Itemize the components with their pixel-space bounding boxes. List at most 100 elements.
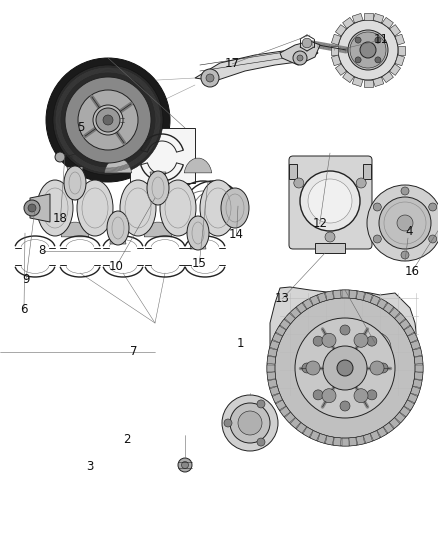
Polygon shape — [144, 222, 172, 237]
Polygon shape — [336, 25, 346, 36]
Text: 2: 2 — [123, 433, 131, 446]
Ellipse shape — [64, 166, 86, 200]
Text: 13: 13 — [275, 292, 290, 305]
Polygon shape — [377, 427, 387, 437]
Circle shape — [295, 318, 395, 418]
Circle shape — [429, 235, 437, 243]
Polygon shape — [389, 418, 400, 429]
Polygon shape — [67, 167, 83, 220]
Ellipse shape — [160, 180, 196, 236]
Circle shape — [65, 77, 151, 163]
Polygon shape — [310, 295, 320, 305]
Circle shape — [373, 203, 381, 211]
Polygon shape — [110, 196, 126, 244]
Bar — [363, 164, 371, 179]
Polygon shape — [290, 308, 301, 318]
Circle shape — [28, 204, 36, 212]
Circle shape — [300, 171, 360, 231]
Text: 5: 5 — [78, 122, 85, 134]
Polygon shape — [414, 357, 423, 364]
Ellipse shape — [120, 180, 156, 236]
Polygon shape — [410, 341, 420, 350]
Polygon shape — [310, 431, 320, 441]
Polygon shape — [373, 13, 384, 23]
Circle shape — [312, 330, 348, 366]
Polygon shape — [268, 349, 277, 357]
Bar — [315, 243, 345, 253]
Circle shape — [401, 251, 409, 259]
Circle shape — [78, 90, 138, 150]
Circle shape — [359, 332, 391, 364]
Polygon shape — [343, 71, 354, 83]
Polygon shape — [285, 412, 295, 423]
Polygon shape — [184, 158, 212, 173]
Ellipse shape — [147, 171, 169, 205]
Ellipse shape — [37, 180, 73, 236]
Circle shape — [323, 346, 367, 390]
Bar — [289, 164, 297, 179]
Polygon shape — [352, 77, 363, 86]
Circle shape — [355, 57, 361, 63]
Polygon shape — [377, 298, 387, 309]
Circle shape — [322, 389, 336, 403]
Text: 18: 18 — [53, 212, 68, 225]
Circle shape — [360, 42, 376, 58]
Text: 1: 1 — [237, 337, 245, 350]
Text: 12: 12 — [312, 217, 327, 230]
Circle shape — [201, 69, 219, 87]
Polygon shape — [349, 290, 357, 299]
Polygon shape — [398, 45, 405, 54]
Polygon shape — [332, 55, 341, 66]
Polygon shape — [272, 333, 283, 343]
Polygon shape — [270, 386, 279, 395]
Circle shape — [96, 108, 120, 132]
Bar — [130, 128, 195, 183]
Polygon shape — [363, 293, 372, 303]
Polygon shape — [407, 333, 418, 343]
Circle shape — [350, 32, 386, 68]
Circle shape — [302, 38, 312, 48]
Circle shape — [373, 235, 381, 243]
Polygon shape — [404, 400, 414, 410]
Polygon shape — [395, 313, 405, 324]
Circle shape — [55, 152, 65, 162]
Circle shape — [348, 30, 388, 70]
Circle shape — [222, 395, 278, 451]
Circle shape — [24, 200, 40, 216]
Ellipse shape — [221, 188, 249, 228]
Ellipse shape — [187, 216, 209, 250]
Circle shape — [338, 20, 398, 80]
Circle shape — [354, 389, 368, 403]
Polygon shape — [342, 438, 349, 446]
Polygon shape — [356, 291, 365, 300]
Circle shape — [337, 360, 353, 376]
Polygon shape — [150, 172, 166, 220]
Polygon shape — [370, 295, 380, 305]
FancyBboxPatch shape — [289, 156, 372, 249]
Circle shape — [366, 339, 384, 357]
Circle shape — [367, 336, 377, 346]
Text: 15: 15 — [192, 257, 207, 270]
Polygon shape — [410, 386, 420, 395]
Polygon shape — [395, 55, 405, 66]
Text: 16: 16 — [404, 265, 419, 278]
Polygon shape — [276, 326, 286, 336]
Polygon shape — [280, 406, 290, 417]
Polygon shape — [336, 64, 346, 75]
Text: 3: 3 — [86, 460, 93, 473]
Circle shape — [375, 37, 381, 43]
Polygon shape — [290, 418, 301, 429]
Circle shape — [53, 65, 163, 175]
Polygon shape — [342, 290, 349, 298]
Ellipse shape — [77, 180, 113, 236]
Circle shape — [354, 333, 368, 348]
Polygon shape — [332, 34, 341, 45]
Polygon shape — [333, 290, 341, 299]
Circle shape — [230, 403, 270, 443]
Polygon shape — [280, 41, 320, 65]
Text: 7: 7 — [130, 345, 138, 358]
Circle shape — [257, 438, 265, 446]
Circle shape — [238, 411, 262, 435]
Circle shape — [367, 185, 438, 261]
Circle shape — [313, 390, 323, 400]
